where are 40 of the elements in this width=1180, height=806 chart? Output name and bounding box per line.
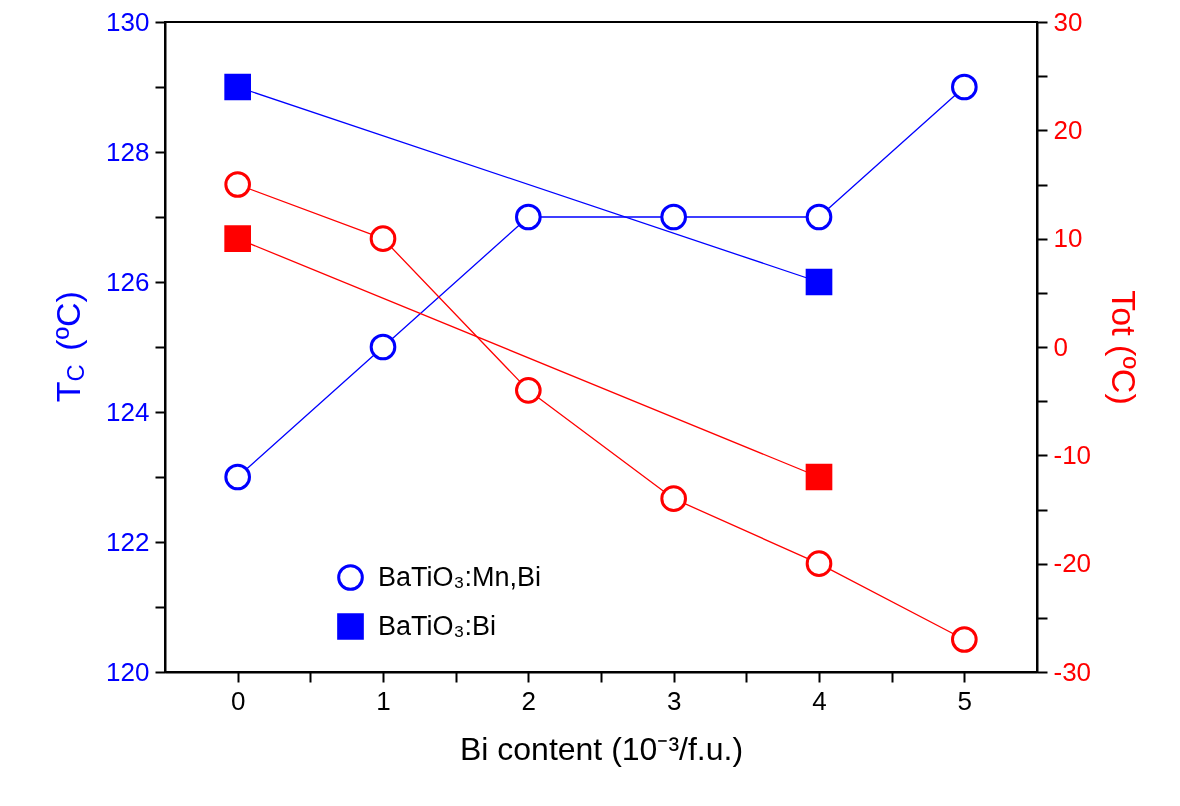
y-tick-label: 128	[106, 136, 150, 167]
point	[805, 463, 833, 491]
x-tick-label: 3	[666, 685, 682, 716]
point	[515, 377, 542, 404]
point	[951, 626, 978, 653]
y-axis-title: TC (ºC)	[49, 291, 89, 403]
y2-tick-label: 30	[1053, 6, 1083, 37]
point	[805, 203, 833, 231]
x-tick-label: 4	[812, 685, 827, 716]
y-tick-label: 122	[106, 526, 150, 557]
point	[224, 73, 251, 101]
y2-tick-label: 20	[1053, 114, 1083, 145]
y2-tick-label: -20	[1053, 548, 1092, 579]
point	[805, 550, 833, 577]
point	[224, 463, 251, 491]
x-tick-label: 0	[230, 685, 246, 716]
y-tick-label: 130	[106, 6, 150, 37]
point	[951, 73, 978, 101]
point	[369, 333, 397, 361]
x-tick-label: 2	[521, 685, 537, 716]
legend-label: BaTiO₃:Mn,Bi	[378, 561, 542, 592]
y-tick-label: 120	[106, 656, 150, 687]
y2-tick-label: 0	[1053, 331, 1068, 362]
point	[369, 225, 397, 252]
x-tick-label: 5	[957, 685, 973, 716]
y2-tick-label: -30	[1053, 656, 1092, 687]
point	[224, 225, 251, 252]
point	[660, 485, 687, 512]
y-tick-label: 124	[106, 396, 150, 427]
point	[515, 203, 542, 231]
point	[660, 203, 687, 231]
x-axis-title: Bi content (10⁻³/f.u.)	[459, 730, 744, 767]
y2-tick-label: -10	[1053, 439, 1092, 470]
x-tick-label: 1	[376, 685, 391, 716]
point	[805, 268, 833, 296]
y2-axis-title: Tot (ºC)	[1105, 290, 1144, 405]
point	[224, 171, 251, 198]
y-tick-label: 126	[106, 266, 150, 297]
y2-tick-label: 10	[1053, 223, 1083, 254]
legend-label: BaTiO₃:Bi	[378, 610, 497, 641]
